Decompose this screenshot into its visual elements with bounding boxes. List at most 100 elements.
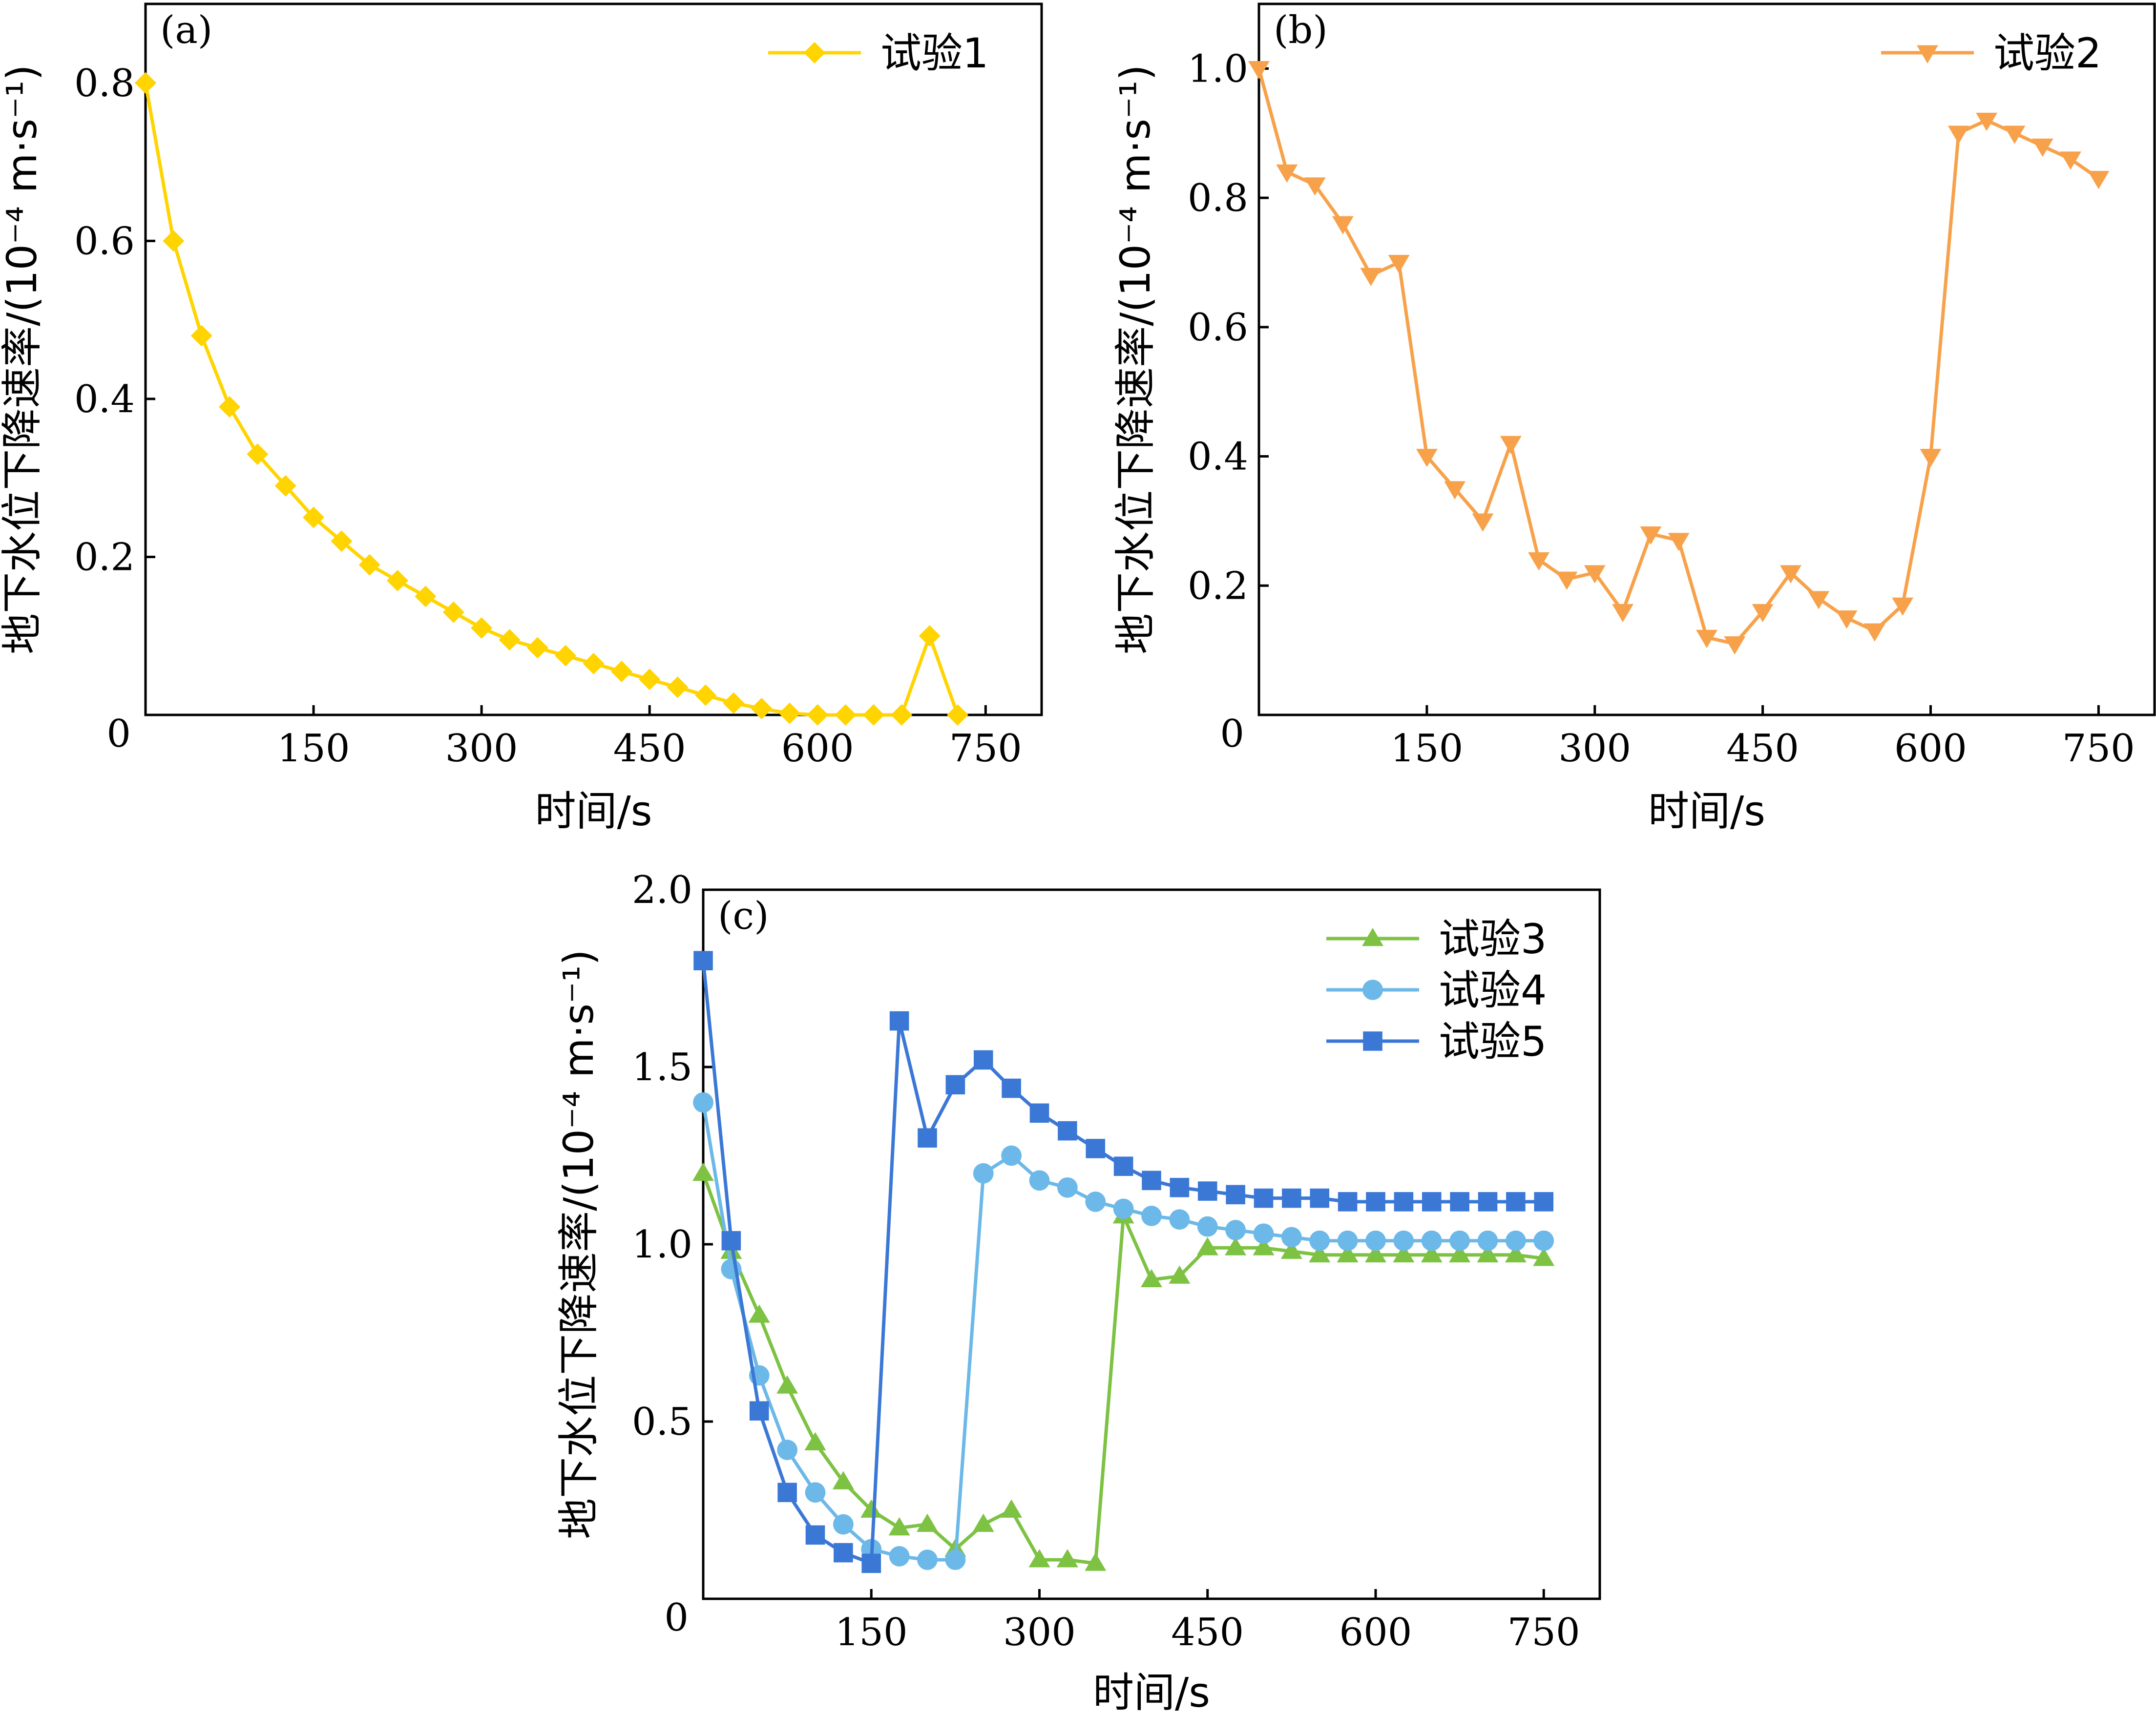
y-axis-label: 地下水位下降速率/(10⁻⁴ m·s⁻¹) <box>555 949 603 1539</box>
data-point <box>1920 449 1942 467</box>
data-point <box>1226 1185 1245 1205</box>
y-tick-label: 0.4 <box>1188 435 1248 479</box>
data-point <box>1947 126 1969 144</box>
data-point <box>1142 1171 1161 1191</box>
series-试验2 <box>1248 61 2110 655</box>
x-tick-label: 0 <box>1220 712 1244 756</box>
data-point <box>751 698 773 720</box>
data-point <box>1500 436 1522 455</box>
data-point <box>692 1162 714 1181</box>
data-point <box>807 704 829 726</box>
data-point <box>2088 170 2110 189</box>
data-point <box>1304 177 1326 196</box>
data-point <box>1506 1192 1526 1212</box>
data-point <box>1668 533 1690 551</box>
y-tick-label: 0.5 <box>632 1400 692 1444</box>
data-point <box>1028 1549 1050 1568</box>
data-point <box>1337 1244 1359 1263</box>
x-tick-label: 450 <box>613 727 686 771</box>
data-point <box>917 1513 938 1532</box>
data-point <box>1584 565 1606 584</box>
series-line <box>144 83 960 717</box>
x-tick-label: 450 <box>1171 1611 1244 1654</box>
panel-label: (a) <box>160 8 212 52</box>
x-tick-label: 150 <box>1390 727 1463 771</box>
data-point <box>274 475 296 497</box>
series-试验1 <box>135 72 968 726</box>
x-tick-label: 600 <box>1894 727 1967 771</box>
data-point <box>1472 513 1494 532</box>
x-tick-label: 750 <box>949 727 1022 771</box>
data-point <box>862 704 884 726</box>
data-point <box>1394 1192 1414 1212</box>
data-point <box>1365 1244 1386 1263</box>
data-point <box>1196 1237 1218 1256</box>
data-point <box>1002 1078 1021 1098</box>
data-point <box>1836 610 1858 629</box>
data-point <box>1892 597 1914 616</box>
series-试验5 <box>693 951 1554 1573</box>
data-point <box>1225 1237 1247 1256</box>
data-point <box>721 1231 741 1251</box>
data-point <box>1449 1230 1470 1251</box>
panel-b-chart: 0 150 300 450 600 750 0.2 0.4 0.6 0.8 1.0 时间/s 地下水位下… <box>1111 2 2156 835</box>
data-point <box>667 676 689 698</box>
legend-marker <box>804 42 825 63</box>
data-point <box>2031 138 2053 157</box>
legend-label: 试验4 <box>1439 966 1547 1014</box>
data-point <box>583 652 605 674</box>
data-point <box>555 645 577 667</box>
data-point <box>973 1163 994 1184</box>
panel-label: (b) <box>1274 8 1328 52</box>
data-point <box>471 617 493 639</box>
x-axis-label: 时间/s <box>1648 787 1765 835</box>
data-point <box>1450 1192 1469 1212</box>
legend-label: 试验1 <box>880 29 988 77</box>
data-point <box>1197 1216 1218 1237</box>
data-point <box>748 1304 770 1323</box>
data-point <box>1113 1198 1134 1219</box>
data-point <box>1310 1188 1330 1208</box>
y-tick-label: 1.5 <box>632 1046 692 1089</box>
data-point <box>749 1401 769 1421</box>
data-point <box>1057 1177 1078 1198</box>
data-point <box>1056 1549 1078 1568</box>
legend-marker <box>1363 1031 1382 1051</box>
series-试验3 <box>692 1162 1555 1571</box>
x-tick-label: 0 <box>106 712 131 756</box>
x-tick-label: 150 <box>277 727 350 771</box>
data-point <box>919 625 941 647</box>
data-point <box>415 586 437 607</box>
data-point <box>1360 268 1382 286</box>
data-point <box>2004 126 2026 144</box>
y-tick-label: 0.6 <box>1188 306 1248 350</box>
data-point <box>331 530 353 552</box>
legend-label: 试验2 <box>1993 29 2101 77</box>
data-point <box>1253 1223 1274 1244</box>
series-line <box>701 960 1544 1565</box>
data-point <box>1141 1206 1162 1226</box>
data-point <box>1696 629 1717 649</box>
data-point <box>1556 571 1578 590</box>
data-point <box>1169 1209 1190 1230</box>
y-tick-label: 1.0 <box>632 1223 692 1267</box>
data-point <box>1533 1230 1554 1251</box>
data-point <box>526 637 548 659</box>
data-point <box>610 661 632 683</box>
data-point <box>834 1543 853 1563</box>
data-point <box>1528 552 1550 571</box>
data-point <box>1416 449 1438 467</box>
data-point <box>1197 1181 1217 1201</box>
data-point <box>889 1011 909 1031</box>
x-tick-label: 300 <box>445 727 518 771</box>
x-axis-label: 时间/s <box>1093 1669 1210 1716</box>
data-point <box>777 1440 798 1460</box>
legend-marker <box>1362 980 1383 1000</box>
data-point <box>805 1525 825 1545</box>
data-point <box>1976 112 1998 131</box>
data-point <box>1752 604 1774 623</box>
data-point <box>1085 1552 1107 1571</box>
data-point <box>1444 481 1466 500</box>
data-point <box>1388 255 1410 273</box>
